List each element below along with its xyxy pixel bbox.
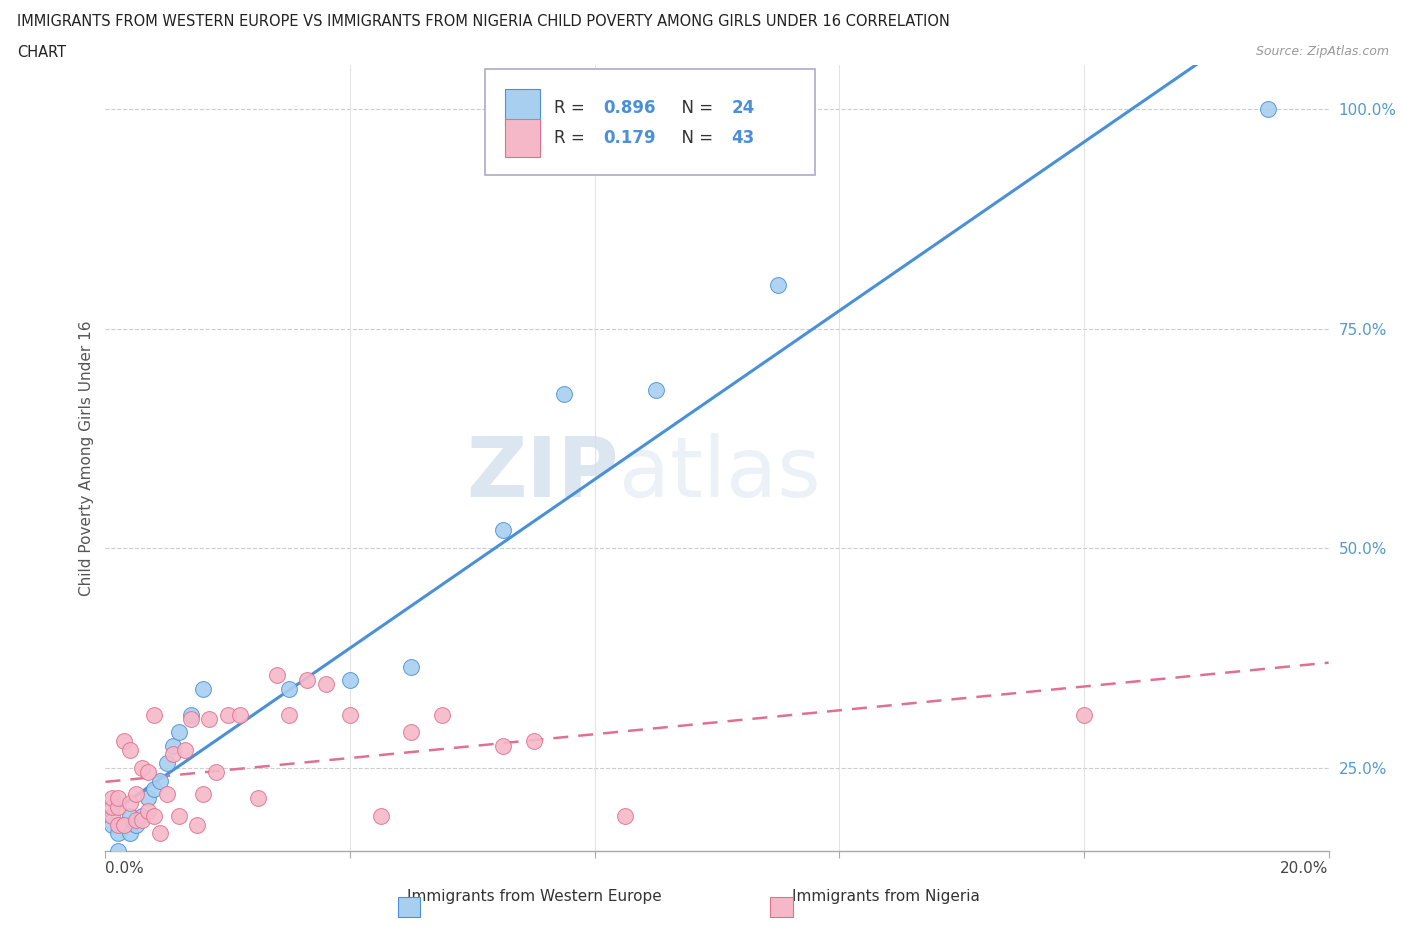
Point — [193, 787, 215, 802]
Text: R =: R = — [554, 99, 591, 116]
Text: 20.0%: 20.0% — [1281, 861, 1329, 876]
Text: Immigrants from Nigeria: Immigrants from Nigeria — [792, 889, 980, 904]
Point — [229, 708, 252, 723]
Point — [266, 668, 288, 683]
Point — [131, 760, 153, 775]
Text: 0.179: 0.179 — [603, 129, 657, 147]
Point — [1073, 708, 1095, 723]
Point — [247, 790, 270, 805]
Point — [125, 817, 148, 832]
Point — [217, 708, 239, 723]
Point — [492, 523, 515, 538]
Point — [136, 790, 159, 805]
Point — [131, 813, 153, 828]
Point — [107, 826, 129, 841]
Point — [339, 672, 361, 687]
Point — [107, 800, 129, 815]
Point — [100, 817, 122, 832]
Text: CHART: CHART — [17, 45, 66, 60]
Point — [118, 795, 141, 810]
Point — [155, 756, 177, 771]
Y-axis label: Child Poverty Among Girls Under 16: Child Poverty Among Girls Under 16 — [79, 320, 94, 596]
Point — [162, 747, 184, 762]
Point — [1256, 101, 1278, 116]
Text: N =: N = — [671, 129, 718, 147]
Text: 0.896: 0.896 — [603, 99, 655, 116]
Point — [143, 782, 166, 797]
Point — [553, 387, 575, 402]
Point — [136, 804, 159, 819]
Point — [107, 790, 129, 805]
Point — [149, 773, 172, 788]
Point — [339, 708, 361, 723]
Point — [107, 817, 129, 832]
Point — [277, 681, 299, 696]
Point — [180, 708, 202, 723]
Point — [112, 817, 135, 832]
Text: ZIP: ZIP — [467, 433, 619, 514]
Text: Immigrants from Western Europe: Immigrants from Western Europe — [406, 889, 662, 904]
Point — [198, 711, 221, 726]
Text: 43: 43 — [731, 129, 755, 147]
Point — [125, 813, 148, 828]
Point — [100, 790, 122, 805]
Point — [100, 808, 122, 823]
Point — [315, 677, 337, 692]
Bar — [505, 88, 540, 126]
Point — [112, 817, 135, 832]
Point — [136, 764, 159, 779]
Point — [492, 738, 515, 753]
Point — [118, 742, 141, 757]
Text: atlas: atlas — [619, 433, 821, 514]
Point — [193, 681, 215, 696]
Point — [399, 725, 422, 740]
Text: 0.0%: 0.0% — [105, 861, 145, 876]
Point — [118, 826, 141, 841]
Text: N =: N = — [671, 99, 718, 116]
Point — [112, 734, 135, 749]
Point — [174, 742, 197, 757]
Point — [180, 711, 202, 726]
Text: 24: 24 — [731, 99, 755, 116]
Point — [614, 808, 637, 823]
Point — [125, 787, 148, 802]
Point — [162, 738, 184, 753]
Point — [167, 725, 190, 740]
Point — [370, 808, 392, 823]
Point — [100, 800, 122, 815]
Point — [644, 382, 666, 397]
Text: R =: R = — [554, 129, 591, 147]
Bar — [505, 119, 540, 157]
Point — [155, 787, 177, 802]
Point — [297, 672, 319, 687]
Point — [149, 826, 172, 841]
Point — [107, 844, 129, 858]
FancyBboxPatch shape — [485, 69, 815, 175]
Point — [143, 708, 166, 723]
Point — [399, 659, 422, 674]
Point — [118, 808, 141, 823]
Point — [430, 708, 453, 723]
Point — [277, 708, 299, 723]
Point — [204, 764, 226, 779]
Point — [167, 808, 190, 823]
Point — [131, 808, 153, 823]
Point — [143, 808, 166, 823]
Point — [186, 817, 208, 832]
Text: IMMIGRANTS FROM WESTERN EUROPE VS IMMIGRANTS FROM NIGERIA CHILD POVERTY AMONG GI: IMMIGRANTS FROM WESTERN EUROPE VS IMMIGR… — [17, 14, 949, 29]
Point — [768, 277, 790, 292]
Text: Source: ZipAtlas.com: Source: ZipAtlas.com — [1256, 45, 1389, 58]
Point — [523, 734, 546, 749]
